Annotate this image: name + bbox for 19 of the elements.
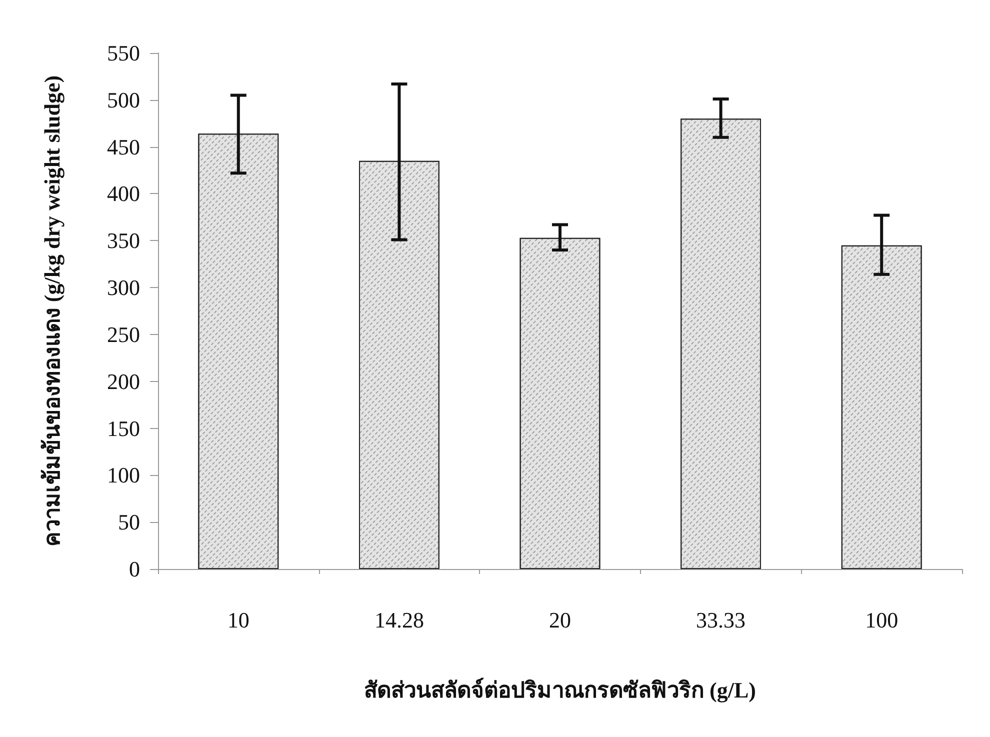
y-tick-label: 350	[107, 228, 140, 254]
y-tick-label: 250	[107, 322, 140, 347]
y-tick-label: 450	[107, 134, 140, 160]
y-tick-label: 200	[107, 368, 140, 394]
y-tick-label: 150	[107, 416, 140, 441]
y-tick-label: 50	[118, 510, 140, 535]
y-tick-label: 100	[107, 462, 140, 488]
x-axis-title: สัดส่วนสลัดจ์ต่อปริมาณกรดซัลฟิวริก (g/L)	[364, 678, 756, 702]
y-tick-label: 300	[107, 275, 140, 300]
x-tick-label: 20	[549, 608, 571, 632]
y-tick-label: 400	[107, 181, 140, 206]
x-tick-label: 10	[227, 608, 250, 632]
y-tick-label: 0	[129, 556, 140, 582]
x-tick-label: 33.33	[696, 608, 746, 632]
y-axis-title: ความเข้มข้นของทองแดง (g/kg dry weight sludge)	[40, 75, 64, 547]
x-tick-label: 14.28	[374, 608, 424, 632]
y-tick-label: 500	[107, 87, 140, 112]
y-tick-label: 550	[107, 40, 140, 66]
x-tick-label: 100	[865, 608, 898, 632]
